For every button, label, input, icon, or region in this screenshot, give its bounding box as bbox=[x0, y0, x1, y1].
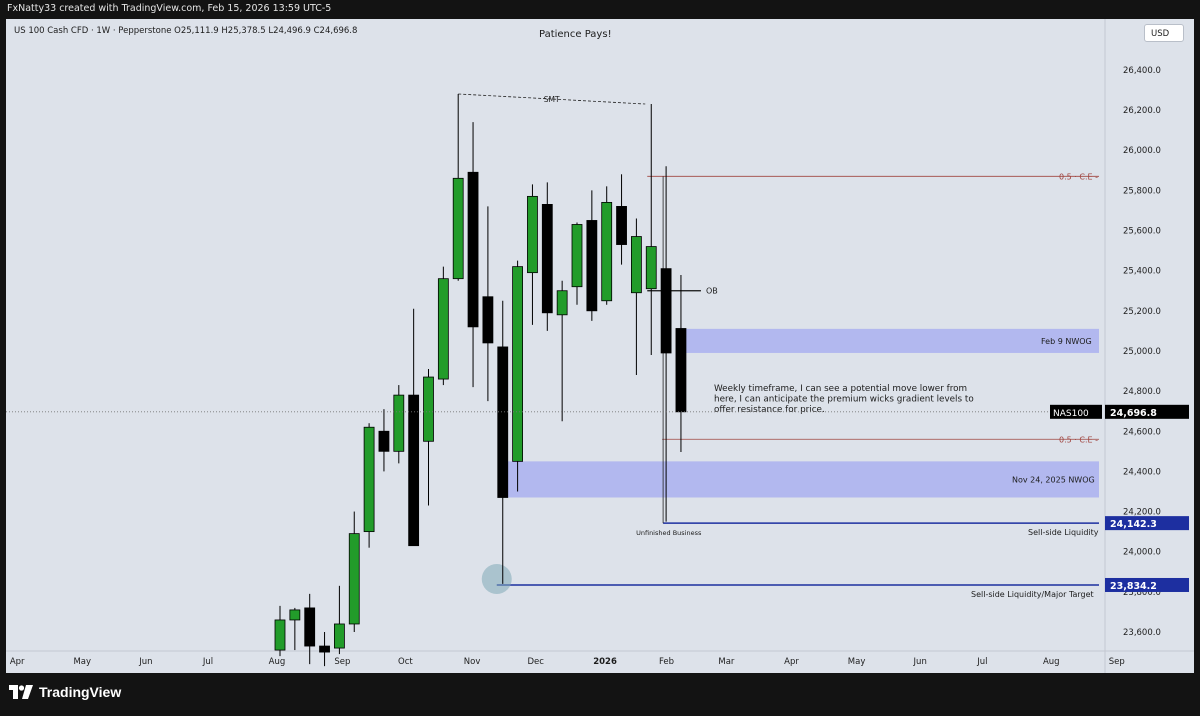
brand-name: TradingView bbox=[39, 684, 122, 700]
author-header: FxNatty33 created with TradingView.com, … bbox=[7, 3, 332, 14]
time-axis-label: Oct bbox=[398, 657, 413, 667]
candle-body[interactable] bbox=[333, 623, 345, 649]
time-axis-label: Jun bbox=[138, 657, 152, 667]
nwog-zone-feb9[interactable] bbox=[680, 328, 1099, 353]
time-axis-label: Mar bbox=[718, 657, 735, 667]
candle-body[interactable] bbox=[363, 426, 375, 533]
zone-feb9-label: Feb 9 NWOG bbox=[1041, 337, 1092, 346]
price-axis-tick: 25,000.0 bbox=[1123, 347, 1161, 357]
sell-side-liquidity-label: Sell-side Liquidity bbox=[1028, 528, 1099, 537]
price-axis-tick: 25,400.0 bbox=[1123, 267, 1161, 277]
symbol-ohlc-legend: US 100 Cash CFD · 1W · Pepperstone O25,1… bbox=[14, 26, 358, 36]
smt-label: SMT bbox=[544, 95, 560, 104]
candle-body[interactable] bbox=[586, 220, 598, 312]
commentary-text-line: here, I can anticipate the premium wicks… bbox=[714, 395, 974, 405]
ssl1-price-tag-box bbox=[1105, 516, 1189, 531]
time-axis-label: Sep bbox=[1109, 657, 1125, 667]
candle-body[interactable] bbox=[675, 328, 687, 413]
time-axis-label: Sep bbox=[334, 657, 350, 667]
price-axis-tick: 24,400.0 bbox=[1123, 467, 1161, 477]
price-axis-tick: 23,800.0 bbox=[1123, 588, 1161, 598]
candle-body[interactable] bbox=[348, 533, 360, 625]
time-axis-label: Jul bbox=[202, 657, 213, 667]
price-axis-tick: 26,200.0 bbox=[1123, 106, 1161, 116]
time-axis-label: Nov bbox=[464, 657, 481, 667]
last-price-tag-text: 24,696.8 bbox=[1110, 408, 1157, 419]
ssl1-price-tag-text: 24,142.3 bbox=[1110, 519, 1157, 530]
price-axis-tick: 26,000.0 bbox=[1123, 146, 1161, 156]
tradingview-footer[interactable]: TradingView bbox=[9, 684, 121, 700]
symbol-tag-box bbox=[1050, 404, 1102, 419]
ssl2-price-tag-box bbox=[1105, 577, 1189, 592]
candle-body[interactable] bbox=[512, 266, 524, 462]
candle-body[interactable] bbox=[541, 204, 553, 314]
time-axis-label: Jul bbox=[976, 657, 987, 667]
ce-upper-label: 0.5 · C.E - bbox=[1059, 172, 1098, 181]
chart-pane[interactable]: Feb 9 NWOG Nov 24, 2025 NWOG 0.5 · C.E - 0.… bbox=[6, 19, 1194, 673]
candle-body[interactable] bbox=[289, 609, 301, 621]
chart-title: Patience Pays! bbox=[539, 29, 612, 40]
time-axis-label: Feb bbox=[659, 657, 674, 667]
time-axis-label: Apr bbox=[10, 657, 25, 667]
price-axis-tick: 23,600.0 bbox=[1123, 628, 1161, 638]
time-axis-label: Aug bbox=[1043, 657, 1060, 667]
candle-body[interactable] bbox=[274, 619, 286, 651]
candle-body[interactable] bbox=[527, 195, 538, 274]
time-axis-label: May bbox=[73, 657, 91, 667]
price-axis-tick: 25,200.0 bbox=[1123, 307, 1161, 317]
candle-body[interactable] bbox=[378, 430, 390, 452]
candle-body[interactable] bbox=[645, 246, 657, 290]
time-axis-label: May bbox=[848, 657, 866, 667]
price-axis-tick: 24,600.0 bbox=[1123, 427, 1161, 437]
time-axis-label: Aug bbox=[269, 657, 286, 667]
price-axis-tick: 25,800.0 bbox=[1123, 186, 1161, 196]
highlight-circle bbox=[481, 563, 512, 594]
candle-body[interactable] bbox=[467, 171, 479, 328]
candle-body[interactable] bbox=[437, 278, 449, 380]
commentary-text-line: Weekly timeframe, I can see a potential … bbox=[714, 384, 967, 394]
major-target-label: Sell-side Liquidity/Major Target bbox=[971, 590, 1094, 599]
ssl2-price-tag-text: 23,834.2 bbox=[1110, 581, 1157, 592]
candle-body[interactable] bbox=[616, 206, 627, 245]
candle-body[interactable] bbox=[482, 296, 494, 344]
symbol-tag-text: NAS100 bbox=[1053, 409, 1089, 419]
zone-nov24-label: Nov 24, 2025 NWOG bbox=[1012, 475, 1095, 484]
unfinished-business-label: Unfinished Business bbox=[636, 529, 702, 537]
candle-body[interactable] bbox=[571, 224, 583, 288]
time-axis-label: Jun bbox=[913, 657, 927, 667]
candle-body[interactable] bbox=[631, 236, 642, 294]
currency-button[interactable]: USD bbox=[1144, 24, 1184, 42]
candle-body[interactable] bbox=[304, 607, 316, 647]
time-axis-label: Apr bbox=[784, 657, 799, 667]
price-axis-tick: 25,600.0 bbox=[1123, 227, 1161, 237]
price-axis-tick: 24,000.0 bbox=[1123, 548, 1161, 558]
time-axis-label: 2026 bbox=[593, 657, 617, 667]
candle-body[interactable] bbox=[393, 394, 405, 452]
candle-body[interactable] bbox=[423, 376, 434, 442]
tradingview-logo-icon bbox=[9, 685, 33, 699]
candle-body[interactable] bbox=[319, 645, 330, 653]
chart-canvas[interactable]: Feb 9 NWOG Nov 24, 2025 NWOG 0.5 · C.E - 0.… bbox=[6, 19, 1194, 673]
candle-body[interactable] bbox=[408, 394, 420, 547]
commentary-text-line: offer resistance for price. bbox=[714, 405, 825, 415]
ce-lower-label: 0.5 · C.E - bbox=[1059, 435, 1098, 444]
order-block-label: OB bbox=[706, 287, 718, 296]
time-axis-label: Dec bbox=[527, 657, 544, 667]
candle-body[interactable] bbox=[556, 290, 568, 316]
candle-body[interactable] bbox=[452, 177, 464, 280]
price-axis-tick: 24,800.0 bbox=[1123, 387, 1161, 397]
smt-line[interactable] bbox=[458, 93, 646, 105]
candle-body[interactable] bbox=[601, 201, 613, 302]
price-axis-tick: 24,200.0 bbox=[1123, 508, 1161, 518]
nwog-zone-nov24[interactable] bbox=[502, 461, 1099, 498]
last-price-tag-box bbox=[1105, 404, 1189, 419]
price-axis-tick: 26,400.0 bbox=[1123, 66, 1161, 76]
candle-body[interactable] bbox=[497, 346, 509, 498]
candle-body[interactable] bbox=[660, 268, 672, 354]
